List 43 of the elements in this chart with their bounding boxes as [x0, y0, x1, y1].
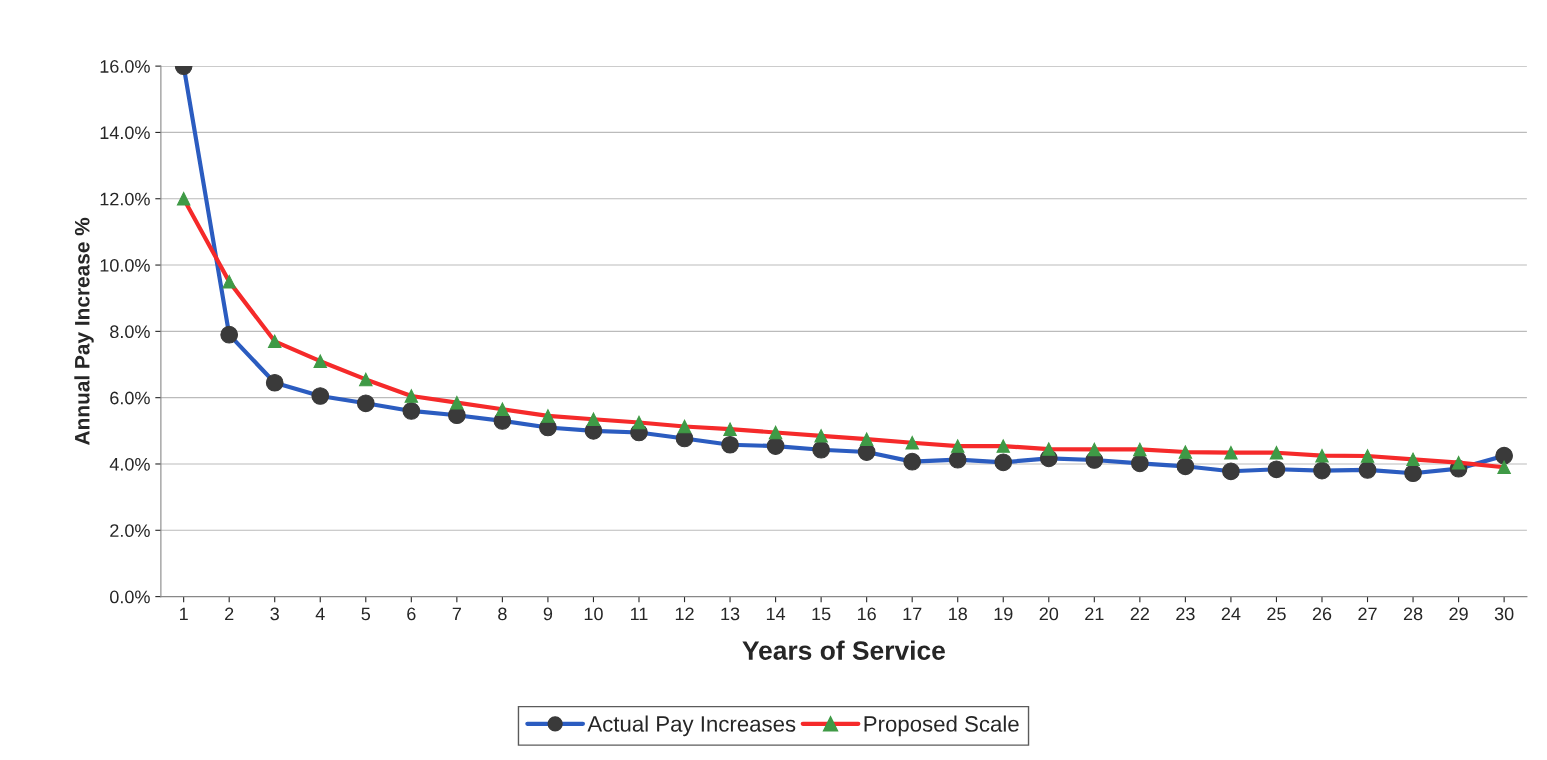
x-tick-label: 5 [361, 607, 371, 621]
x-tick-label: 13 [721, 607, 740, 621]
y-tick-label: 6.0% [110, 391, 150, 405]
x-tick-label: 25 [1267, 607, 1286, 621]
x-tick-label: 7 [452, 607, 461, 621]
y-tick-label: 8.0% [110, 325, 150, 339]
legend-label: Proposed Scale [864, 715, 1019, 737]
x-axis-title: Years of Service [742, 640, 945, 660]
x-tick-label: 6 [407, 607, 416, 621]
x-tick-label: 4 [315, 607, 325, 621]
x-tick-label: 15 [812, 607, 831, 621]
x-tick-label: 21 [1085, 607, 1104, 621]
y-tick-label: 4.0% [109, 457, 150, 471]
x-tick-label: 27 [1358, 607, 1377, 621]
x-tick-label: 30 [1494, 607, 1514, 621]
y-tick-label: 10.0% [100, 258, 150, 272]
x-tick-label: 20 [1039, 607, 1059, 621]
x-tick-label: 10 [584, 607, 603, 621]
x-tick-label: 16 [857, 607, 876, 621]
x-tick-label: 11 [630, 607, 648, 621]
legend-label: Actual Pay Increases [587, 715, 796, 737]
x-tick-label: 18 [949, 607, 967, 621]
x-tick-label: 9 [543, 607, 553, 621]
x-tick-label: 12 [675, 607, 694, 621]
x-tick-label: 22 [1130, 607, 1149, 621]
x-tick-label: 23 [1176, 607, 1195, 621]
x-tick-label: 29 [1449, 607, 1468, 621]
x-tick-label: 1 [180, 607, 188, 621]
y-tick-label: 16.0% [100, 60, 150, 73]
x-tick-label: 3 [270, 607, 279, 621]
x-tick-label: 24 [1221, 607, 1241, 621]
y-tick-label: 14.0% [100, 126, 150, 140]
y-tick-label: 0.0% [110, 590, 150, 604]
x-tick-label: 17 [903, 607, 922, 621]
x-tick-label: 26 [1312, 607, 1332, 621]
y-tick-label: 2.0% [110, 524, 150, 538]
x-tick-label: 14 [766, 607, 786, 621]
x-tick-label: 2 [225, 607, 234, 621]
x-tick-label: 28 [1403, 607, 1423, 621]
y-tick-label: 12.0% [100, 192, 150, 206]
x-tick-label: 8 [498, 607, 507, 621]
x-tick-label: 19 [994, 607, 1013, 621]
y-axis-title: Annual Pay Increase % [74, 217, 94, 445]
